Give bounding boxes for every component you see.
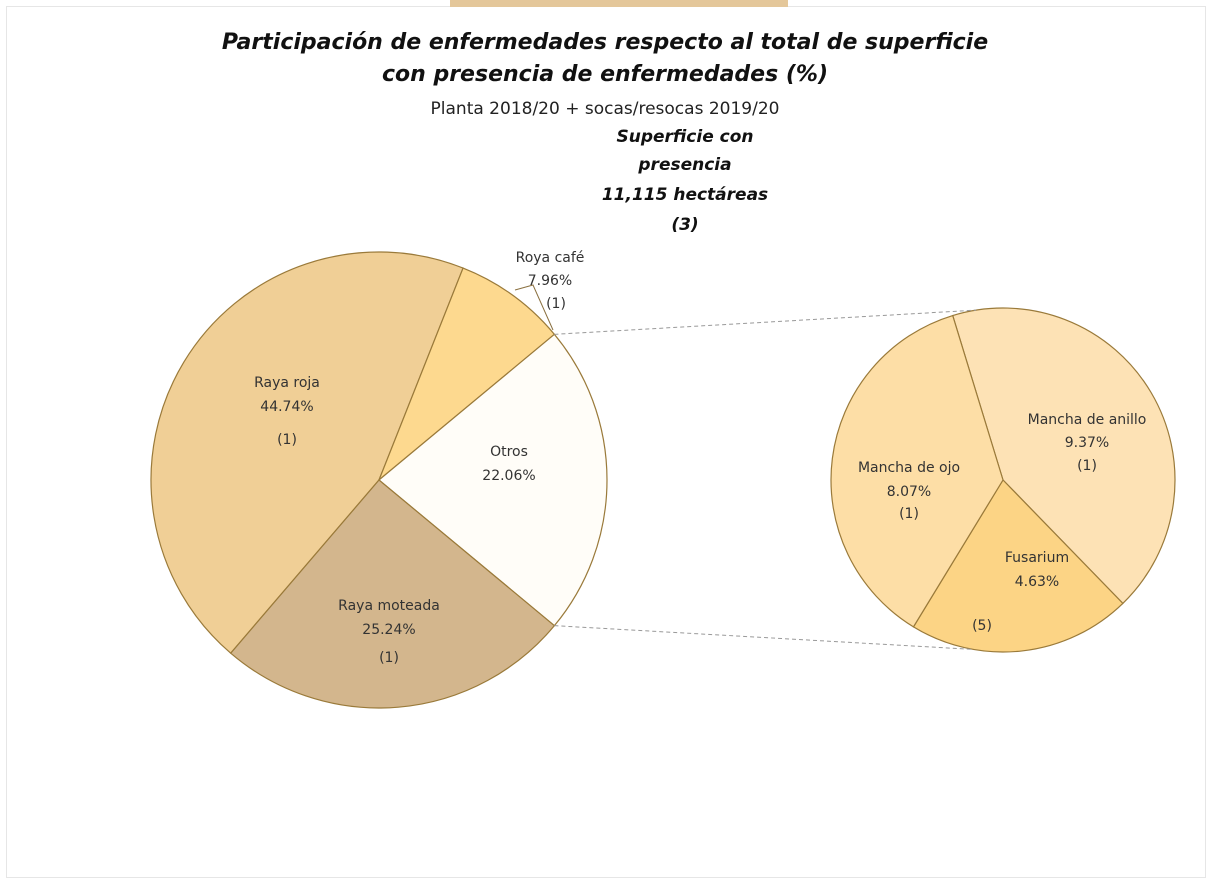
label-otros-name: Otros	[490, 444, 528, 460]
superficie-line1: Superficie con	[616, 127, 754, 147]
label-mancha-anillo-value: 9.37%	[1065, 435, 1109, 451]
pie-slice-raya-moteada	[229, 479, 556, 709]
label-fusarium-name: Fusarium	[1005, 550, 1069, 566]
superficie-line3: 11,115 hectáreas	[601, 185, 769, 205]
label-roya-cafe-name: Roya café	[516, 250, 585, 266]
label-raya-moteada-note: (1)	[379, 650, 399, 666]
label-mancha-ojo-name: Mancha de ojo	[858, 460, 960, 476]
connector-line-bottom	[554, 625, 974, 650]
pie-slice-roya-café	[378, 267, 556, 481]
label-fusarium-note: (5)	[972, 618, 992, 634]
label-raya-roja-name: Raya roja	[254, 375, 320, 391]
label-fusarium-value: 4.63%	[1015, 574, 1059, 590]
sub-pie-slice-mancha-de-ojo	[830, 314, 1004, 628]
label-otros-value: 22.06%	[482, 468, 535, 484]
top-tab-decoration	[450, 0, 788, 7]
pie-slice-otros	[378, 333, 608, 627]
label-roya-cafe-note: (1)	[546, 296, 566, 312]
label-raya-moteada-name: Raya moteada	[338, 598, 440, 614]
connector-line-top	[554, 309, 977, 335]
label-raya-roja-note: (1)	[277, 432, 297, 448]
chart-title-line2: con presencia de enfermedades (%)	[381, 62, 829, 87]
label-roya-cafe-value: 7.96%	[528, 273, 572, 289]
sub-pie-slice-mancha-de-anillo	[951, 307, 1176, 605]
sub-pie-slice-fusarium	[912, 479, 1124, 653]
superficie-line4: (3)	[671, 215, 699, 235]
roya-cafe-leader-line	[514, 284, 554, 331]
superficie-line2: presencia	[638, 155, 732, 175]
chart-subtitle: Planta 2018/20 + socas/resocas 2019/20	[430, 99, 780, 119]
pie-slice-raya-roja	[150, 251, 464, 655]
label-mancha-anillo-note: (1)	[1077, 458, 1097, 474]
label-mancha-ojo-note: (1)	[899, 506, 919, 522]
label-mancha-anillo-name: Mancha de anillo	[1028, 412, 1147, 428]
chart-title-line1: Participación de enfermedades respecto a…	[221, 30, 989, 55]
label-raya-moteada-value: 25.24%	[362, 622, 415, 638]
label-raya-roja-value: 44.74%	[260, 399, 313, 415]
label-mancha-ojo-value: 8.07%	[887, 484, 931, 500]
